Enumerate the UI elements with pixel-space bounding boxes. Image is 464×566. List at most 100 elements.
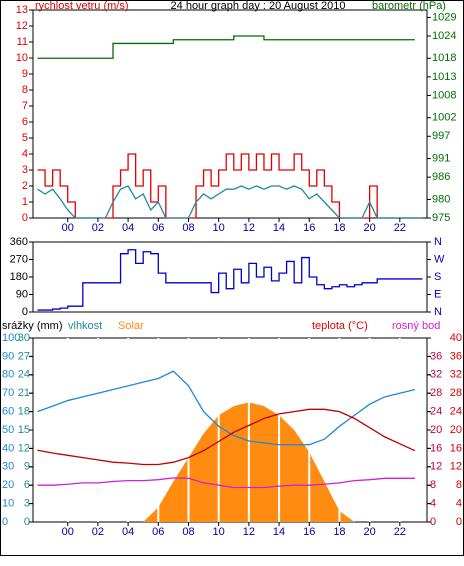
x-tick-label: 08 — [182, 526, 194, 538]
x-tick-label: 04 — [122, 222, 134, 234]
line — [37, 249, 423, 311]
y-tick-label: 4 — [430, 498, 436, 510]
y-tick-label: 15 — [18, 424, 30, 436]
x-tick-label: 06 — [152, 222, 164, 234]
legend-label: Solar — [118, 320, 144, 332]
x-tick-label: 00 — [62, 222, 74, 234]
x-tick-label: 02 — [92, 222, 104, 234]
legend-label: rosný bod — [392, 320, 440, 332]
y-tick-label: 6 — [22, 116, 28, 128]
y-tick-label: 90 — [16, 288, 28, 300]
y-tick-label: 991 — [432, 152, 450, 164]
y-tick-label: 6 — [24, 479, 30, 491]
y-tick-label: 27 — [18, 350, 30, 362]
y-tick-label: 36 — [450, 350, 462, 362]
y-tick-label: 0 — [2, 516, 8, 528]
x-tick-label: 16 — [303, 222, 315, 234]
y-tick-label: 28 — [430, 387, 442, 399]
y-tick-label: E — [434, 288, 441, 300]
panel-label: 24 hour graph day : 20 August 2010 — [171, 0, 346, 12]
y-tick-label: 90 — [2, 350, 14, 362]
x-tick-label: 12 — [243, 526, 255, 538]
x-tick-label: 16 — [303, 526, 315, 538]
legend-label: teplota (°C) — [312, 320, 368, 332]
x-tick-label: 10 — [213, 526, 225, 538]
y-tick-label: S — [434, 271, 441, 283]
y-tick-label: 4 — [22, 148, 28, 160]
y-tick-label: 3 — [24, 498, 30, 510]
y-tick-label: 0 — [24, 516, 30, 528]
y-tick-label: 9 — [24, 461, 30, 473]
y-tick-label: 32 — [430, 369, 442, 381]
y-tick-label: 13 — [16, 4, 28, 16]
line — [37, 185, 423, 219]
y-tick-label: 3 — [22, 164, 28, 176]
y-tick-label: 24 — [450, 406, 462, 418]
plot-area — [32, 241, 428, 313]
x-tick-label: 14 — [273, 222, 285, 234]
y-tick-label: 12 — [16, 20, 28, 32]
y-tick-label: 40 — [450, 332, 462, 344]
y-tick-label: N — [434, 236, 442, 248]
y-tick-label: 80 — [2, 369, 14, 381]
y-tick-label: 10 — [16, 52, 28, 64]
y-tick-label: 20 — [2, 479, 14, 491]
y-tick-label: 0 — [22, 306, 28, 318]
x-tick-label: 18 — [333, 222, 345, 234]
y-tick-label: 180 — [10, 271, 28, 283]
y-tick-label: 1029 — [432, 11, 456, 23]
y-tick-label: 2 — [22, 180, 28, 192]
y-tick-label: 12 — [18, 442, 30, 454]
x-tick-label: 22 — [394, 526, 406, 538]
y-tick-label: 9 — [22, 68, 28, 80]
y-tick-label: 16 — [450, 442, 462, 454]
y-tick-label: 12 — [450, 461, 462, 473]
line — [37, 408, 416, 466]
y-tick-label: 24 — [430, 406, 442, 418]
panel-label: barometr (hPa) — [372, 0, 446, 12]
y-tick-label: 100 — [2, 332, 20, 344]
y-tick-label: 28 — [450, 387, 462, 399]
y-tick-label: 20 — [450, 424, 462, 436]
y-tick-label: 10 — [2, 498, 14, 510]
y-tick-label: 8 — [430, 479, 436, 491]
area — [37, 402, 415, 522]
y-tick-label: 1024 — [432, 30, 456, 42]
y-tick-label: 30 — [2, 461, 14, 473]
y-tick-label: 70 — [2, 387, 14, 399]
x-tick-label: 00 — [62, 526, 74, 538]
y-tick-label: 360 — [10, 236, 28, 248]
y-tick-label: 270 — [10, 253, 28, 265]
line — [37, 477, 415, 489]
y-tick-label: 0 — [22, 212, 28, 224]
x-tick-label: 18 — [333, 526, 345, 538]
y-tick-label: W — [434, 253, 445, 265]
y-tick-label: 980 — [432, 193, 450, 205]
plot-area — [32, 9, 428, 219]
line — [37, 35, 415, 59]
y-tick-label: 21 — [18, 387, 30, 399]
y-tick-label: 20 — [430, 424, 442, 436]
y-tick-label: 1008 — [432, 89, 456, 101]
x-tick-label: 04 — [122, 526, 134, 538]
y-tick-label: 986 — [432, 171, 450, 183]
y-tick-label: 18 — [18, 406, 30, 418]
legend-label: srážky (mm) — [2, 320, 63, 332]
y-tick-label: 997 — [432, 130, 450, 142]
y-tick-label: 8 — [22, 84, 28, 96]
y-tick-label: 7 — [22, 100, 28, 112]
y-tick-label: 50 — [2, 424, 14, 436]
y-tick-label: 24 — [18, 369, 30, 381]
y-tick-label: 1 — [22, 196, 28, 208]
line — [37, 153, 423, 219]
y-tick-label: N — [434, 306, 442, 318]
x-tick-label: 20 — [364, 526, 376, 538]
y-tick-label: 36 — [430, 350, 442, 362]
y-tick-label: 12 — [430, 461, 442, 473]
x-tick-label: 10 — [213, 222, 225, 234]
legend-label: vlhkost — [68, 320, 102, 332]
x-tick-label: 02 — [92, 526, 104, 538]
y-tick-label: 16 — [430, 442, 442, 454]
y-tick-label: 60 — [2, 406, 14, 418]
x-tick-label: 20 — [364, 222, 376, 234]
